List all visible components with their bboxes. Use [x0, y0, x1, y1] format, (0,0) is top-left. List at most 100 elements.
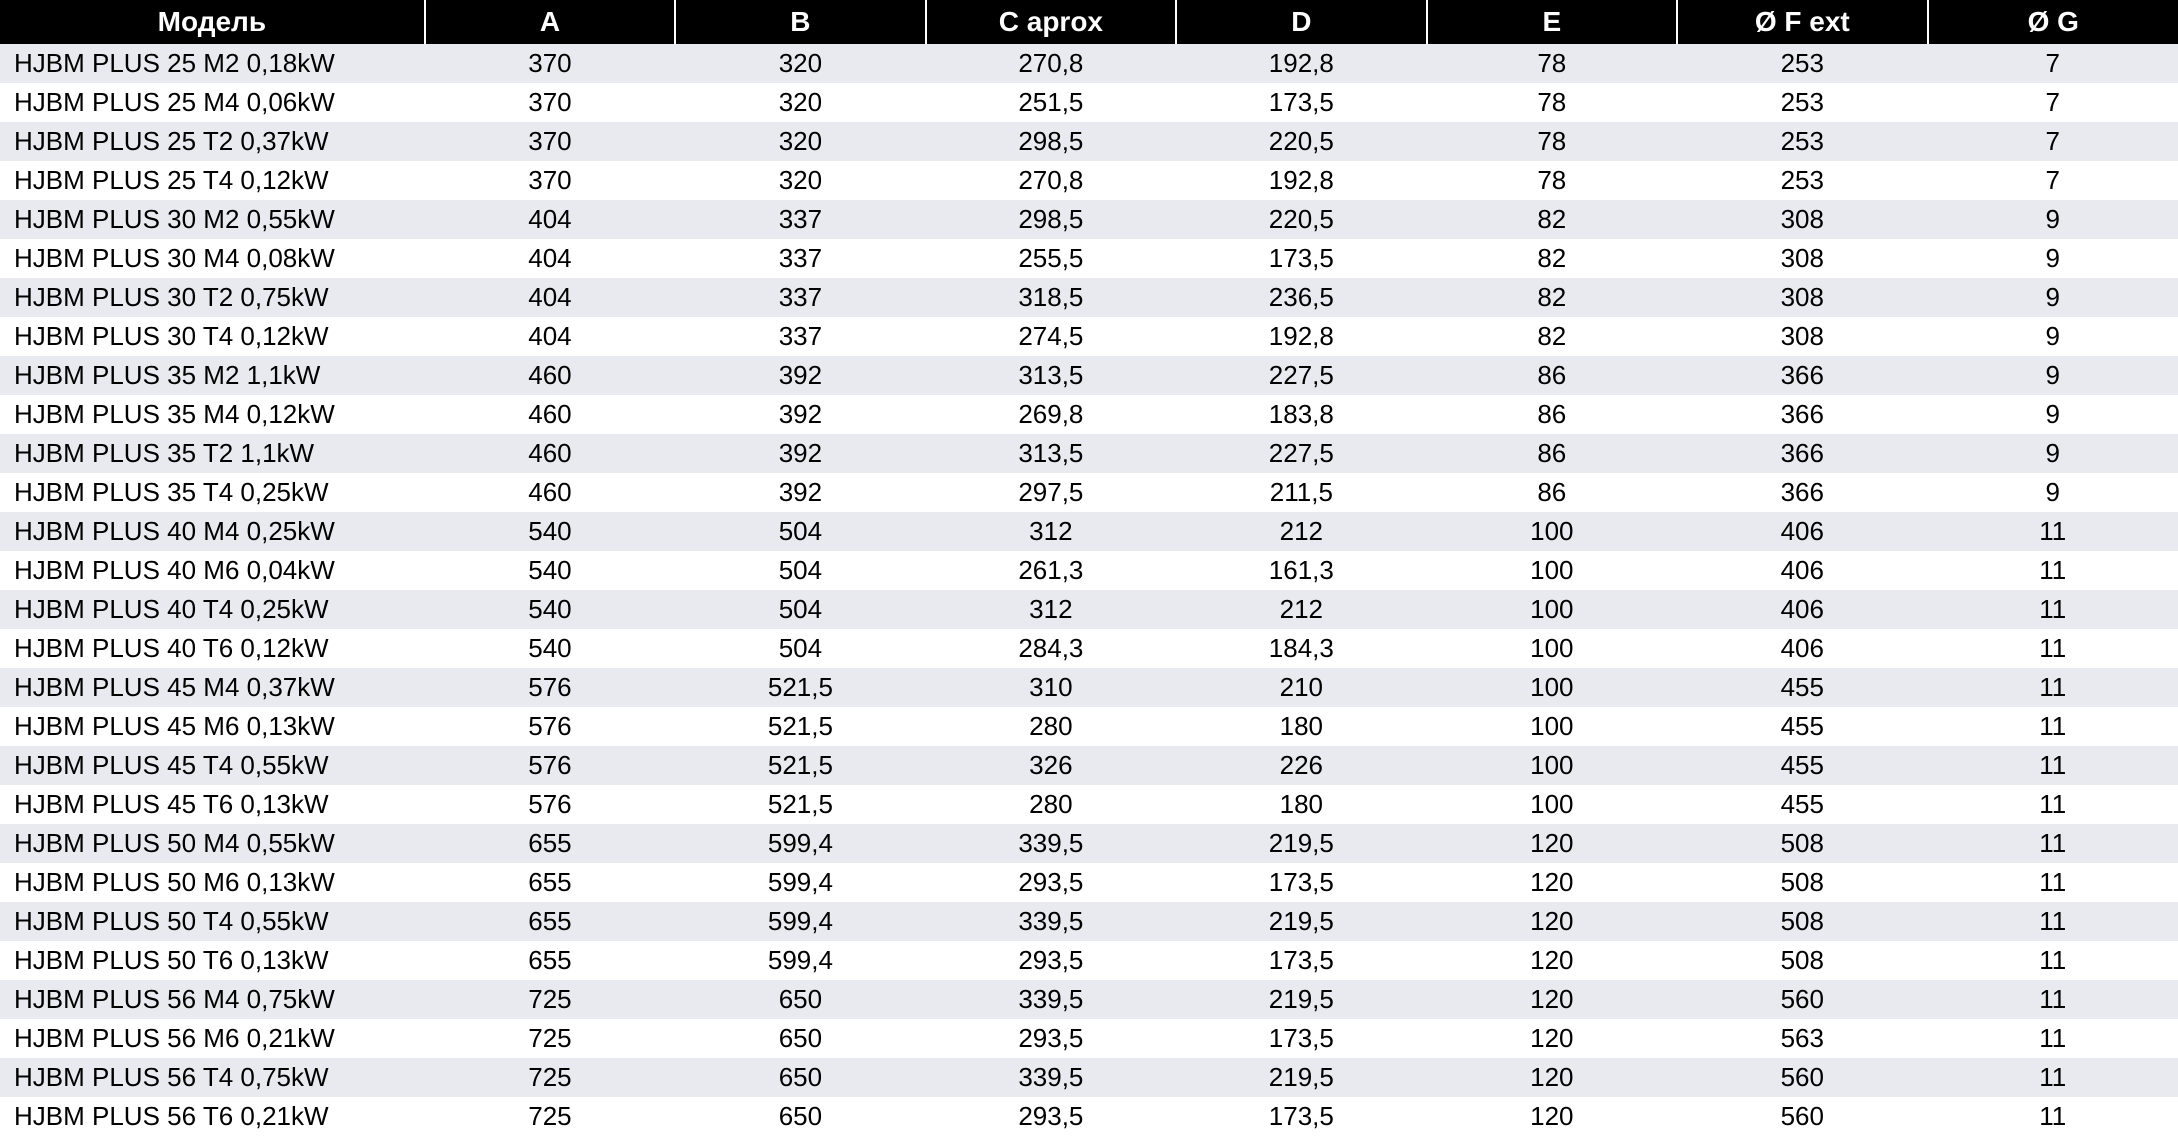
- cell-value: 180: [1176, 785, 1426, 824]
- cell-value: 370: [425, 83, 675, 122]
- cell-model: HJBM PLUS 35 M2 1,1kW: [0, 356, 425, 395]
- cell-value: 318,5: [926, 278, 1176, 317]
- cell-value: 293,5: [926, 1097, 1176, 1136]
- cell-value: 560: [1677, 1058, 1927, 1097]
- cell-value: 251,5: [926, 83, 1176, 122]
- cell-model: HJBM PLUS 50 M6 0,13kW: [0, 863, 425, 902]
- cell-value: 219,5: [1176, 980, 1426, 1019]
- cell-value: 120: [1427, 1019, 1677, 1058]
- cell-value: 725: [425, 1058, 675, 1097]
- cell-value: 280: [926, 707, 1176, 746]
- cell-value: 576: [425, 746, 675, 785]
- cell-value: 11: [1928, 629, 2178, 668]
- cell-value: 220,5: [1176, 200, 1426, 239]
- cell-value: 9: [1928, 317, 2178, 356]
- cell-value: 183,8: [1176, 395, 1426, 434]
- table-row: HJBM PLUS 35 T2 1,1kW460392313,5227,5863…: [0, 434, 2178, 473]
- cell-model: HJBM PLUS 25 M2 0,18kW: [0, 44, 425, 83]
- cell-value: 655: [425, 941, 675, 980]
- cell-value: 392: [675, 473, 925, 512]
- cell-value: 261,3: [926, 551, 1176, 590]
- table-row: HJBM PLUS 45 T4 0,55kW576521,53262261004…: [0, 746, 2178, 785]
- cell-value: 313,5: [926, 356, 1176, 395]
- cell-value: 212: [1176, 590, 1426, 629]
- cell-value: 293,5: [926, 1019, 1176, 1058]
- cell-value: 78: [1427, 161, 1677, 200]
- cell-model: HJBM PLUS 30 M4 0,08kW: [0, 239, 425, 278]
- cell-value: 293,5: [926, 941, 1176, 980]
- cell-value: 310: [926, 668, 1176, 707]
- cell-value: 504: [675, 590, 925, 629]
- cell-value: 404: [425, 239, 675, 278]
- cell-value: 508: [1677, 824, 1927, 863]
- cell-value: 599,4: [675, 902, 925, 941]
- col-head-f: Ø F ext: [1677, 0, 1927, 44]
- cell-value: 120: [1427, 941, 1677, 980]
- cell-model: HJBM PLUS 50 T4 0,55kW: [0, 902, 425, 941]
- cell-value: 406: [1677, 551, 1927, 590]
- cell-value: 11: [1928, 668, 2178, 707]
- cell-value: 540: [425, 551, 675, 590]
- cell-value: 521,5: [675, 707, 925, 746]
- cell-value: 219,5: [1176, 902, 1426, 941]
- table-row: HJBM PLUS 35 M4 0,12kW460392269,8183,886…: [0, 395, 2178, 434]
- cell-model: HJBM PLUS 30 T4 0,12kW: [0, 317, 425, 356]
- cell-value: 192,8: [1176, 317, 1426, 356]
- cell-value: 337: [675, 200, 925, 239]
- table-row: HJBM PLUS 25 T4 0,12kW370320270,8192,878…: [0, 161, 2178, 200]
- cell-value: 298,5: [926, 122, 1176, 161]
- cell-value: 253: [1677, 44, 1927, 83]
- cell-value: 161,3: [1176, 551, 1426, 590]
- table-row: HJBM PLUS 45 M4 0,37kW576521,53102101004…: [0, 668, 2178, 707]
- cell-value: 173,5: [1176, 863, 1426, 902]
- table-row: HJBM PLUS 35 T4 0,25kW460392297,5211,586…: [0, 473, 2178, 512]
- cell-value: 82: [1427, 278, 1677, 317]
- cell-value: 404: [425, 200, 675, 239]
- cell-value: 226: [1176, 746, 1426, 785]
- cell-value: 253: [1677, 161, 1927, 200]
- cell-value: 9: [1928, 239, 2178, 278]
- cell-value: 78: [1427, 44, 1677, 83]
- table-row: HJBM PLUS 25 M4 0,06kW370320251,5173,578…: [0, 83, 2178, 122]
- cell-value: 308: [1677, 317, 1927, 356]
- cell-value: 320: [675, 122, 925, 161]
- cell-value: 313,5: [926, 434, 1176, 473]
- cell-value: 460: [425, 395, 675, 434]
- cell-value: 366: [1677, 434, 1927, 473]
- cell-value: 366: [1677, 395, 1927, 434]
- cell-value: 173,5: [1176, 83, 1426, 122]
- cell-value: 120: [1427, 980, 1677, 1019]
- cell-value: 86: [1427, 434, 1677, 473]
- table-row: HJBM PLUS 30 T4 0,12kW404337274,5192,882…: [0, 317, 2178, 356]
- cell-value: 11: [1928, 746, 2178, 785]
- cell-value: 339,5: [926, 980, 1176, 1019]
- table-row: HJBM PLUS 56 M4 0,75kW725650339,5219,512…: [0, 980, 2178, 1019]
- cell-value: 508: [1677, 902, 1927, 941]
- cell-value: 270,8: [926, 161, 1176, 200]
- cell-value: 650: [675, 1019, 925, 1058]
- cell-value: 392: [675, 395, 925, 434]
- cell-model: HJBM PLUS 45 M6 0,13kW: [0, 707, 425, 746]
- cell-value: 78: [1427, 83, 1677, 122]
- cell-model: HJBM PLUS 45 T6 0,13kW: [0, 785, 425, 824]
- cell-value: 11: [1928, 707, 2178, 746]
- table-row: HJBM PLUS 56 M6 0,21kW725650293,5173,512…: [0, 1019, 2178, 1058]
- cell-model: HJBM PLUS 56 M4 0,75kW: [0, 980, 425, 1019]
- table-row: HJBM PLUS 40 M4 0,25kW540504312212100406…: [0, 512, 2178, 551]
- cell-model: HJBM PLUS 50 T6 0,13kW: [0, 941, 425, 980]
- cell-value: 78: [1427, 122, 1677, 161]
- cell-value: 120: [1427, 902, 1677, 941]
- cell-value: 7: [1928, 161, 2178, 200]
- cell-value: 370: [425, 122, 675, 161]
- cell-value: 599,4: [675, 863, 925, 902]
- table-row: HJBM PLUS 40 T4 0,25kW540504312212100406…: [0, 590, 2178, 629]
- cell-value: 521,5: [675, 668, 925, 707]
- table-row: HJBM PLUS 50 M6 0,13kW655599,4293,5173,5…: [0, 863, 2178, 902]
- cell-value: 455: [1677, 785, 1927, 824]
- cell-value: 11: [1928, 941, 2178, 980]
- cell-model: HJBM PLUS 35 M4 0,12kW: [0, 395, 425, 434]
- cell-value: 339,5: [926, 1058, 1176, 1097]
- cell-value: 9: [1928, 356, 2178, 395]
- cell-value: 11: [1928, 863, 2178, 902]
- cell-value: 86: [1427, 356, 1677, 395]
